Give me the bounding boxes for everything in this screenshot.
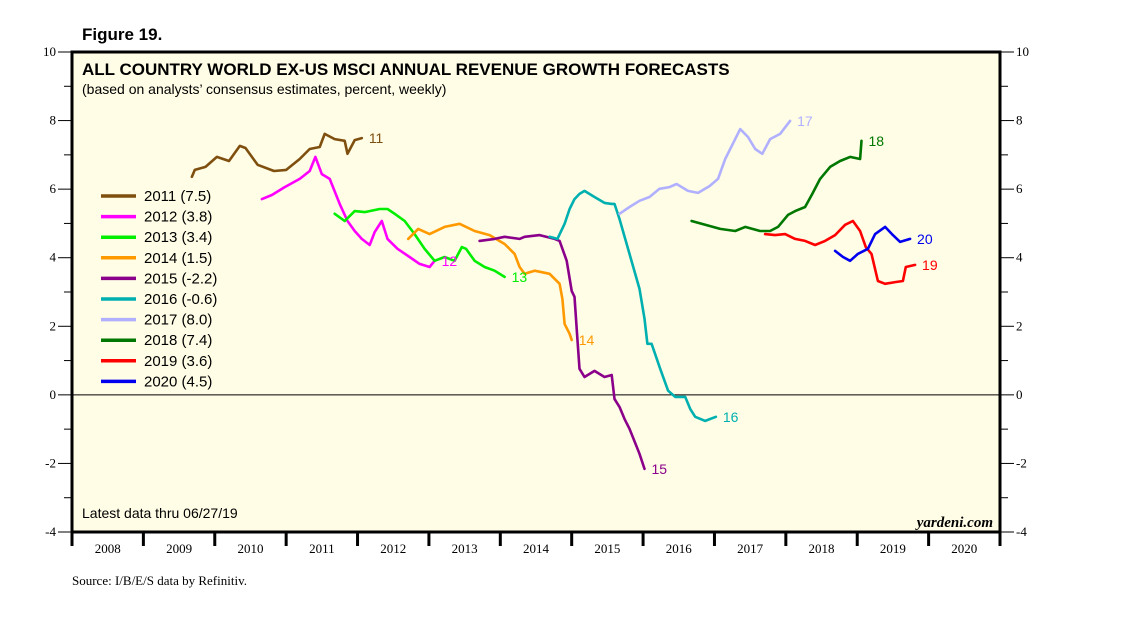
x-tick-label: 2012 (380, 541, 406, 556)
source-note: Source: I/B/E/S data by Refinitiv. (72, 573, 247, 588)
x-tick-label: 2013 (452, 541, 478, 556)
plot-background (72, 52, 1000, 532)
series-end-label-2018: 18 (869, 133, 885, 149)
series-line-2017 (618, 119, 792, 216)
series-end-label-2015: 15 (652, 461, 668, 477)
legend-label-2015: 2015 (-2.2) (144, 270, 217, 287)
x-axis: 2008 2009 2010 2011 2012 2013 2014 2015 2016 2017… (70, 532, 1002, 556)
series-line-2018 (690, 139, 863, 233)
series-end-label-2013: 13 (512, 269, 528, 285)
y-axis-left: -4 -2 0 2 4 6 8 10 (43, 44, 72, 539)
x-tick-label: 2016 (666, 541, 693, 556)
series-line-2019 (763, 219, 917, 286)
chart-title: ALL COUNTRY WORLD EX-US MSCI ANNUAL REVE… (82, 60, 730, 79)
x-tick-label: 2020 (951, 541, 977, 556)
series-end-label-2016: 16 (723, 409, 739, 425)
latest-data-note: Latest data thru 06/27/19 (82, 505, 238, 521)
legend: 2011 (7.5) 2012 (3.8) 2013 (3.4) 2014 (1.5)… (101, 188, 217, 390)
legend-label-2018: 2018 (7.4) (144, 332, 212, 349)
y-tick-label-right: 4 (1016, 250, 1023, 265)
x-tick-label: 2017 (737, 541, 764, 556)
series-end-label-2011: 11 (369, 130, 384, 146)
y-tick-label-left: 0 (50, 387, 57, 402)
legend-label-2012: 2012 (3.8) (144, 209, 212, 226)
y-tick-label-right: 10 (1016, 44, 1029, 59)
y-tick-label-left: 10 (43, 44, 56, 59)
y-tick-label-right: 8 (1016, 113, 1023, 128)
x-tick-label: 2014 (523, 541, 550, 556)
x-tick-label: 2010 (237, 541, 263, 556)
x-tick-label: 2011 (309, 541, 335, 556)
series-end-label-2012: 12 (442, 253, 458, 269)
legend-label-2013: 2013 (3.4) (144, 229, 212, 246)
series-line-2011 (190, 132, 364, 179)
series-end-label-2017: 17 (797, 113, 813, 129)
series-end-label-2020: 20 (917, 231, 933, 247)
y-tick-label-left: 6 (50, 181, 57, 196)
x-tick-label: 2018 (809, 541, 835, 556)
legend-label-2011: 2011 (7.5) (144, 188, 211, 205)
series-line-2014 (406, 222, 573, 342)
legend-label-2020: 2020 (4.5) (144, 373, 212, 390)
y-tick-label-left: -2 (45, 455, 56, 470)
y-tick-label-left: -4 (45, 524, 56, 539)
y-tick-label-left: 2 (50, 318, 57, 333)
legend-label-2016: 2016 (-0.6) (144, 291, 217, 308)
y-axis-right: -4 -2 0 2 4 6 8 10 (1000, 44, 1029, 539)
y-tick-label-left: 4 (50, 250, 57, 265)
legend-label-2017: 2017 (8.0) (144, 312, 212, 329)
x-tick-label: 2009 (166, 541, 192, 556)
brand-watermark: yardeni.com (915, 515, 993, 531)
series-line-2020 (833, 225, 912, 263)
y-tick-label-left: 8 (50, 113, 57, 128)
figure-label: Figure 19. (82, 25, 162, 44)
series-line-2012 (260, 155, 436, 269)
series-end-labels: 11 12 13 14 15 16 17 18 19 20 (369, 113, 938, 477)
y-tick-label-right: 2 (1016, 318, 1023, 333)
series-line-2016 (548, 189, 718, 423)
plot-frame (70, 50, 1002, 534)
y-tick-label-right: 0 (1016, 387, 1023, 402)
y-tick-label-right: 6 (1016, 181, 1023, 196)
series-layer (190, 119, 917, 471)
y-tick-label-right: -2 (1016, 455, 1027, 470)
x-tick-label: 2008 (95, 541, 121, 556)
y-tick-label-right: -4 (1016, 524, 1027, 539)
series-line-2015 (478, 233, 646, 471)
chart-subtitle: (based on analysts’ consensus estimates,… (82, 81, 446, 97)
legend-label-2014: 2014 (1.5) (144, 250, 212, 267)
x-tick-label: 2019 (880, 541, 906, 556)
series-end-label-2014: 14 (579, 332, 595, 348)
x-tick-label: 2015 (594, 541, 620, 556)
legend-label-2019: 2019 (3.6) (144, 353, 212, 370)
series-line-2013 (333, 207, 506, 279)
series-end-label-2019: 19 (922, 257, 938, 273)
